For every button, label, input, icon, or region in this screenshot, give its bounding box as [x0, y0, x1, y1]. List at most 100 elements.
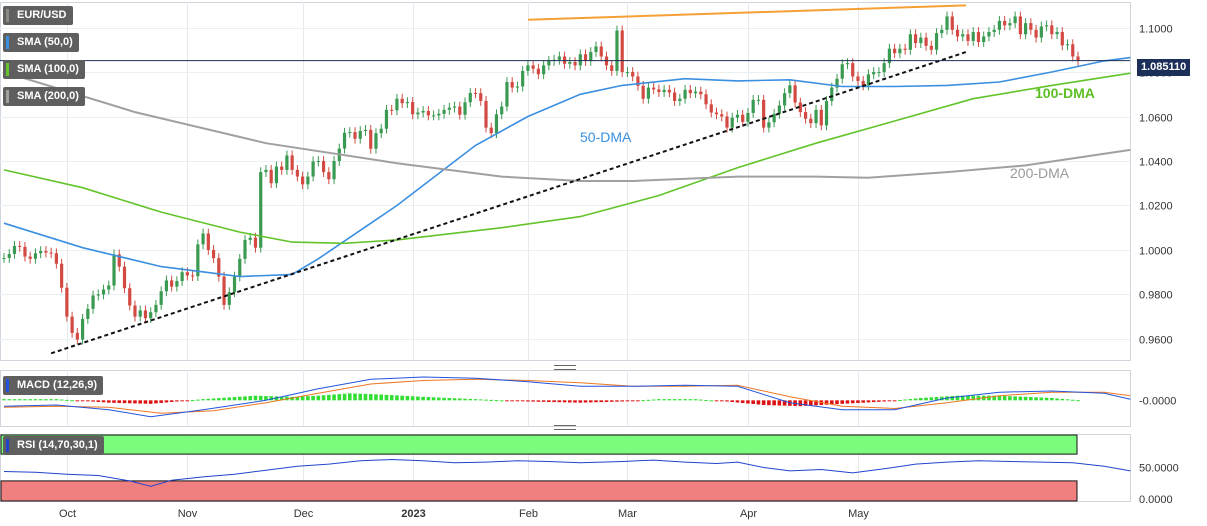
candle-body	[201, 233, 205, 245]
macd-bar	[1060, 398, 1065, 401]
candles	[2, 11, 1080, 345]
candle-body	[432, 115, 436, 117]
candle-body	[919, 37, 923, 44]
macd-bar	[573, 400, 577, 403]
candle-body	[505, 82, 509, 107]
legend-sma50[interactable]: SMA (50,0)	[3, 33, 79, 52]
candle-body	[1008, 23, 1012, 26]
candle-body	[798, 102, 802, 113]
candle-body	[468, 92, 472, 103]
candle-body	[845, 63, 850, 65]
candle-body	[295, 169, 299, 177]
x-tick-label: Apr	[740, 508, 757, 520]
candle-body	[133, 305, 137, 317]
candle-body	[285, 155, 289, 170]
candle-body	[866, 74, 871, 86]
macd-bar	[1050, 398, 1054, 401]
macd-bar	[258, 395, 263, 401]
rsi-line	[3, 458, 1131, 487]
macd-bar	[562, 400, 567, 403]
candle-body	[599, 46, 603, 57]
macd-bar	[17, 399, 22, 401]
pane-resize-handle[interactable]	[554, 425, 576, 430]
legend-sma200[interactable]: SMA (200,0)	[3, 87, 85, 106]
candle-body	[122, 266, 127, 289]
macd-bar	[829, 400, 834, 405]
macd-bar	[609, 400, 614, 402]
candle-body	[573, 62, 577, 66]
macd-bar	[756, 400, 761, 405]
candle-body	[578, 54, 582, 66]
candle-body	[170, 280, 174, 287]
candle-body	[515, 86, 520, 88]
candle-body	[463, 102, 467, 115]
legend-symbol[interactable]: EUR/USD	[3, 6, 73, 25]
macd-bar	[1023, 396, 1028, 401]
macd-bar	[122, 400, 127, 404]
macd-bar	[960, 395, 965, 401]
macd-bar	[1070, 399, 1075, 401]
candle-body	[128, 288, 132, 306]
candle-body	[86, 308, 90, 319]
macd-bar	[929, 397, 934, 401]
candle-body	[473, 92, 478, 94]
y-tick-label: 1.0000	[1139, 246, 1173, 258]
macd-bar	[217, 398, 221, 401]
candle-body	[7, 253, 11, 258]
macd-bar	[1008, 396, 1012, 401]
candle-body	[321, 160, 326, 173]
candle-body	[699, 91, 703, 95]
macd-bar	[845, 400, 850, 404]
candle-body	[222, 276, 226, 305]
candle-body	[688, 89, 692, 94]
candle-body	[301, 176, 305, 185]
macd-bar	[290, 396, 294, 401]
rsi-swatch	[6, 439, 9, 452]
macd-y-tick: -0.0000	[1139, 395, 1176, 407]
candle-body	[452, 106, 457, 108]
macd-bar	[101, 400, 106, 403]
macd-bar	[253, 395, 258, 401]
candle-body	[562, 56, 567, 64]
candle-body	[547, 60, 551, 66]
x-tick-label: 2023	[401, 508, 425, 520]
candle-body	[290, 155, 294, 170]
legend-sma100-text: SMA (100,0)	[17, 63, 79, 75]
macd-bar	[237, 396, 242, 401]
macd-bar	[353, 393, 357, 401]
macd-bar	[588, 400, 593, 403]
candle-body	[908, 34, 912, 50]
macd-bar	[630, 400, 635, 402]
sma200-line	[3, 71, 1131, 182]
legend-rsi-text: RSI (14,70,30,1)	[17, 439, 98, 451]
macd-bar	[321, 395, 326, 401]
macd-bar	[1044, 397, 1049, 401]
legend-rsi[interactable]: RSI (14,70,30,1)	[3, 436, 104, 455]
macd-bar	[295, 396, 300, 401]
candle-body	[180, 272, 184, 282]
macd-bar	[877, 400, 881, 402]
x-tick-label: Nov	[178, 508, 198, 520]
macd-bar	[148, 400, 153, 404]
macd-bar	[1076, 400, 1080, 402]
candle-body	[238, 258, 242, 277]
candle-body	[484, 100, 488, 128]
macd-bar	[49, 399, 53, 401]
macd-bar	[484, 399, 488, 401]
candle-body	[80, 318, 85, 340]
candle-body	[405, 102, 410, 104]
macd-bar	[227, 397, 232, 401]
macd-bar	[463, 398, 467, 401]
dma100-label: 100-DMA	[1035, 85, 1095, 101]
macd-bar	[536, 400, 541, 402]
candle-body	[652, 87, 656, 90]
macd-bar	[133, 400, 137, 404]
legend-macd[interactable]: MACD (12,26,9)	[3, 376, 104, 395]
pane-resize-handle[interactable]	[554, 365, 576, 370]
macd-bar	[243, 396, 247, 401]
candle-body	[814, 109, 818, 124]
legend-sma100[interactable]: SMA (100,0)	[3, 60, 85, 79]
candle-body	[191, 275, 195, 277]
macd-bar	[803, 400, 808, 406]
candle-body	[353, 132, 357, 139]
